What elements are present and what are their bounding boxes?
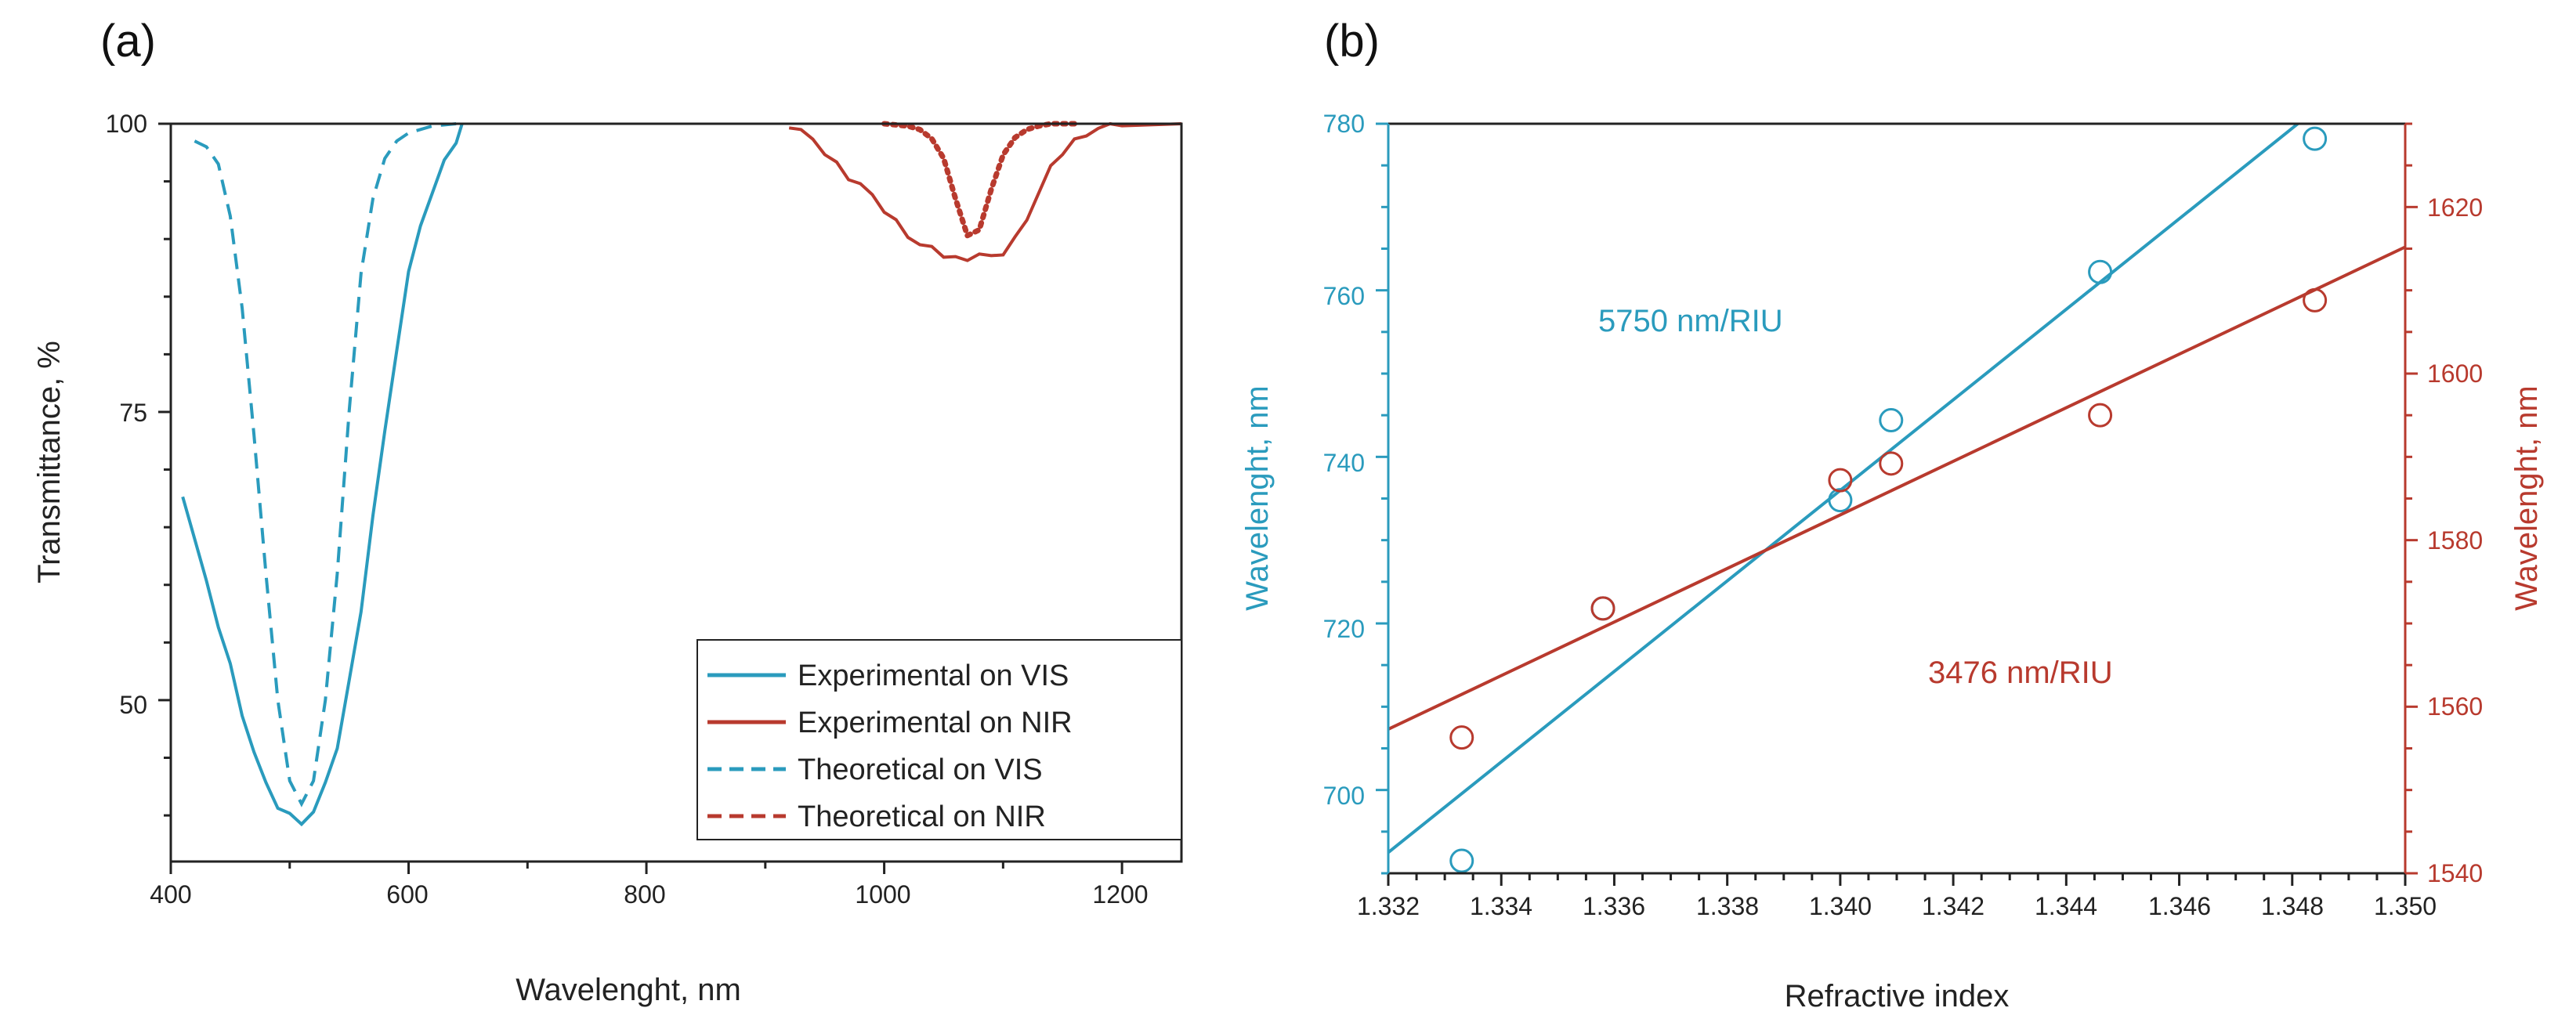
panel-a-ticks xyxy=(158,122,1123,874)
panel-a-xtick-label: 600 xyxy=(386,880,428,909)
data-point-nir xyxy=(1828,468,1853,493)
panel-b-ticks xyxy=(1376,122,2418,886)
panel-b-right-ylabel: Wavelenght, nm xyxy=(2509,385,2544,611)
legend-label-exp-nir: Experimental on NIR xyxy=(798,706,1073,739)
legend-label-theo-nir: Theoretical on NIR xyxy=(798,800,1046,833)
panel-b-xtick-label: 1.348 xyxy=(2261,892,2324,920)
panel-a-xtick-label: 400 xyxy=(150,880,191,909)
legend-label-theo-vis: Theoretical on VIS xyxy=(798,753,1043,786)
panel-b-xtick-label: 1.336 xyxy=(1583,892,1645,920)
legend-label-exp-vis: Experimental on VIS xyxy=(798,659,1069,692)
panel-b-xlabel: Refractive index xyxy=(1785,979,2010,1013)
panel-a-xtick-label: 1200 xyxy=(1092,880,1148,909)
panel-b: (b) 1.332 1.334 1.336 1.338 1.340 1.342 … xyxy=(1240,16,2544,1013)
panel-a-ytick-label: 50 xyxy=(119,691,147,719)
panel-b-xtick-label: 1.346 xyxy=(2148,892,2211,920)
annotation-nir-sensitivity: 3476 nm/RIU xyxy=(1928,656,2113,690)
panel-a-frame xyxy=(169,122,1183,863)
panel-a-ylabel: Transmittance, % xyxy=(32,341,67,583)
data-point-vis xyxy=(2303,126,2328,151)
theo-nir-line xyxy=(881,121,1077,240)
exp-nir-line xyxy=(788,121,1182,262)
fit-line-nir xyxy=(1387,245,2406,731)
panel-b-right-ytick-label: 1600 xyxy=(2427,359,2483,388)
panel-a-axes xyxy=(169,122,1183,863)
panel-b-left-ytick-label: 740 xyxy=(1323,449,1365,477)
panel-b-left-ylabel: Wavelenght, nm xyxy=(1240,385,1275,611)
panel-b-xtick-label: 1.338 xyxy=(1696,892,1759,920)
panel-a-legend: Experimental on VIS Experimental on NIR … xyxy=(696,639,1182,840)
panel-b-xtick-label: 1.342 xyxy=(1922,892,1984,920)
panel-a-ytick-label: 100 xyxy=(106,110,147,138)
annotation-vis-sensitivity: 5750 nm/RIU xyxy=(1598,304,1783,338)
theo-vis-line xyxy=(194,122,457,807)
exp-vis-line xyxy=(181,123,464,827)
panel-b-right-ytick-label: 1620 xyxy=(2427,193,2483,222)
panel-b-xtick-label: 1.350 xyxy=(2374,892,2437,920)
panel-a-xtick-label: 800 xyxy=(624,880,665,909)
panel-b-right-ytick-label: 1560 xyxy=(2427,692,2483,721)
panel-b-plot xyxy=(1387,122,2406,873)
data-point-vis xyxy=(2088,259,2113,284)
panel-b-xtick-label: 1.344 xyxy=(2035,892,2097,920)
panel-a-xtick-label: 1000 xyxy=(855,880,910,909)
panel-a: (a) 400 600 800 1000 1200 50 75 100 Wave… xyxy=(32,16,1183,1007)
panel-a-ytick-label: 75 xyxy=(119,399,147,427)
data-point-nir xyxy=(1879,451,1904,476)
panel-b-right-ytick-label: 1540 xyxy=(2427,859,2483,887)
panel-b-left-ytick-label: 700 xyxy=(1323,782,1365,810)
data-point-nir xyxy=(1590,596,1615,621)
data-point-nir xyxy=(2303,287,2328,312)
panel-a-xlabel: Wavelenght, nm xyxy=(516,973,741,1007)
data-point-nir xyxy=(1449,725,1474,750)
panel-a-plot xyxy=(181,121,1182,827)
fit-line-vis xyxy=(1387,122,2299,854)
panel-b-left-ytick-label: 760 xyxy=(1323,282,1365,310)
panel-b-xtick-label: 1.334 xyxy=(1470,892,1532,920)
panel-b-right-ytick-label: 1580 xyxy=(2427,526,2483,555)
data-point-vis xyxy=(1879,408,1904,433)
panel-b-xtick-label: 1.332 xyxy=(1357,892,1420,920)
panel-a-label: (a) xyxy=(100,16,156,67)
panel-b-left-ytick-label: 720 xyxy=(1323,615,1365,643)
data-point-nir xyxy=(2088,403,2113,428)
panel-b-label: (b) xyxy=(1324,16,1380,67)
panel-b-xtick-label: 1.340 xyxy=(1809,892,1872,920)
panel-b-left-ytick-label: 780 xyxy=(1323,110,1365,138)
data-point-vis xyxy=(1449,848,1474,873)
data-point-vis xyxy=(1828,488,1853,513)
